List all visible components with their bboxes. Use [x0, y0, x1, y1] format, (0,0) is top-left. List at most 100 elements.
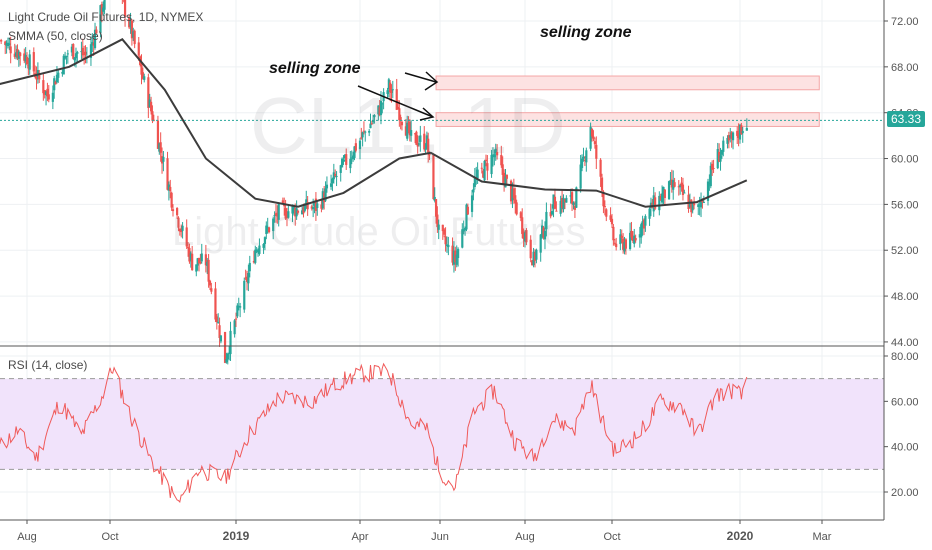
- candle-body: [512, 188, 515, 199]
- candle-body: [741, 130, 744, 134]
- candle-body: [496, 152, 499, 156]
- candle-body: [461, 229, 464, 248]
- candle-body: [89, 44, 93, 58]
- candle-body: [285, 216, 289, 218]
- candle-body: [701, 199, 704, 203]
- candle-body: [15, 52, 18, 57]
- candle-body: [320, 204, 323, 209]
- candle-body: [196, 258, 199, 266]
- candle-body: [369, 123, 372, 129]
- candle-body: [66, 53, 69, 55]
- candle-body: [343, 154, 346, 159]
- candle-body: [638, 234, 641, 238]
- zone-arrows: [357, 71, 439, 121]
- candle-body: [712, 167, 715, 169]
- candle-body: [552, 194, 555, 209]
- candle-body: [19, 52, 22, 57]
- candle-body: [692, 203, 696, 206]
- candle-body: [740, 125, 743, 135]
- candle-body: [223, 331, 227, 363]
- candle-body: [722, 140, 725, 152]
- candle-body: [404, 126, 408, 136]
- candle-body: [301, 210, 304, 215]
- candle-body: [463, 228, 467, 231]
- candle-body: [399, 117, 402, 120]
- candle-body: [683, 192, 686, 194]
- arrow-upper-head: [424, 71, 439, 91]
- candle-body: [262, 244, 265, 248]
- candle-body: [563, 199, 567, 203]
- time-tick-label: 2019: [223, 529, 250, 543]
- candle-body: [316, 203, 319, 209]
- candle-body: [313, 201, 316, 206]
- watermark-ticker: CL1!, 1D: [250, 81, 566, 170]
- candle-body: [133, 30, 136, 45]
- rsi-indicator-label: RSI (14, close): [8, 358, 88, 372]
- candle-body: [239, 306, 242, 308]
- candle-body: [525, 230, 528, 243]
- candle-body: [672, 180, 675, 190]
- candle-body: [480, 167, 483, 169]
- candle-body: [738, 124, 742, 140]
- candle-body: [0, 40, 3, 42]
- candle-body: [688, 201, 692, 207]
- candle-body: [398, 108, 401, 121]
- candle-body: [370, 123, 373, 125]
- candle-body: [273, 214, 276, 216]
- candle-body: [483, 160, 486, 181]
- time-tick-label: 2020: [727, 529, 754, 543]
- candle-body: [660, 193, 664, 203]
- candle-body: [5, 43, 8, 46]
- candle-body: [162, 156, 165, 162]
- candle-body: [83, 53, 86, 56]
- candle-body: [38, 73, 41, 80]
- candle-body: [613, 242, 616, 244]
- candle-body: [255, 249, 258, 252]
- candle-body: [691, 202, 694, 211]
- candle-body: [381, 103, 384, 105]
- candle-body: [719, 155, 722, 162]
- candle-body: [258, 245, 261, 254]
- candle-body: [737, 133, 740, 138]
- candle-body: [28, 54, 31, 70]
- candle-body: [191, 253, 194, 271]
- candle-body: [143, 76, 146, 80]
- candle-body: [27, 64, 30, 69]
- candle-body: [417, 143, 421, 145]
- candle-body: [296, 210, 300, 213]
- candle-body: [276, 212, 279, 217]
- candle-body: [335, 175, 338, 177]
- candle-body: [408, 121, 411, 136]
- candle-body: [123, 0, 127, 17]
- candle-body: [595, 144, 598, 159]
- candle-body: [716, 148, 719, 169]
- candle-body: [362, 130, 366, 132]
- candle-body: [214, 288, 217, 320]
- price-tick-label: 44.00: [891, 337, 919, 349]
- candle-body: [9, 46, 12, 54]
- price-tick-label: 56.00: [891, 199, 919, 211]
- candle-body: [413, 133, 417, 135]
- smma-indicator-label: SMMA (50, close): [8, 29, 103, 43]
- candle-body: [25, 56, 29, 65]
- candle-body: [572, 202, 575, 205]
- candle-body: [208, 280, 212, 286]
- candle-body: [35, 75, 38, 80]
- candle-body: [472, 189, 475, 193]
- rsi-band: [0, 378, 884, 470]
- candle-body: [452, 250, 456, 265]
- selling-zone-label-1: selling zone: [269, 60, 361, 77]
- candle-body: [736, 130, 739, 136]
- candle-body: [579, 164, 582, 189]
- candle-body: [206, 261, 209, 266]
- time-tick-label: Aug: [17, 531, 37, 543]
- candle-body: [451, 245, 454, 263]
- candle-body: [243, 280, 246, 310]
- candle-body: [720, 149, 724, 155]
- candle-body: [95, 29, 98, 34]
- candle-body: [679, 185, 682, 188]
- candle-body: [331, 178, 334, 184]
- candle-body: [416, 142, 419, 147]
- candle-body: [600, 177, 604, 191]
- candle-body: [585, 150, 588, 163]
